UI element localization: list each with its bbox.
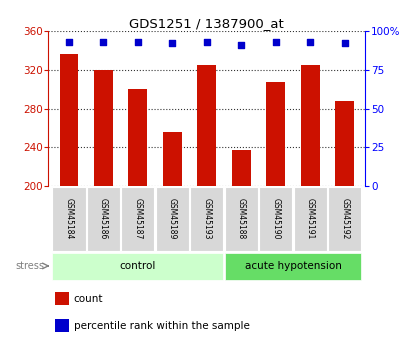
Text: GSM45188: GSM45188 bbox=[237, 198, 246, 240]
Text: GSM45187: GSM45187 bbox=[134, 198, 142, 240]
Text: GSM45184: GSM45184 bbox=[65, 198, 73, 240]
Bar bbox=[60, 54, 79, 186]
FancyBboxPatch shape bbox=[121, 187, 155, 251]
Point bbox=[307, 39, 314, 45]
Bar bbox=[94, 70, 113, 186]
Point bbox=[204, 39, 210, 45]
FancyBboxPatch shape bbox=[225, 187, 258, 251]
FancyBboxPatch shape bbox=[259, 187, 292, 251]
Bar bbox=[232, 150, 251, 186]
Bar bbox=[55, 319, 69, 333]
FancyBboxPatch shape bbox=[87, 187, 120, 251]
Point bbox=[169, 41, 176, 46]
Title: GDS1251 / 1387900_at: GDS1251 / 1387900_at bbox=[129, 17, 284, 30]
Bar bbox=[55, 292, 69, 305]
Text: stress: stress bbox=[15, 261, 44, 271]
Point bbox=[66, 39, 72, 45]
Text: GSM45186: GSM45186 bbox=[99, 198, 108, 240]
FancyBboxPatch shape bbox=[294, 187, 327, 251]
Text: acute hypotension: acute hypotension bbox=[244, 261, 341, 271]
Point bbox=[134, 39, 141, 45]
Text: GSM45192: GSM45192 bbox=[340, 198, 349, 240]
Point bbox=[238, 42, 245, 48]
Bar bbox=[197, 65, 216, 186]
Point bbox=[273, 39, 279, 45]
FancyBboxPatch shape bbox=[52, 187, 86, 251]
Point bbox=[341, 41, 348, 46]
Text: percentile rank within the sample: percentile rank within the sample bbox=[74, 322, 249, 332]
Text: GSM45190: GSM45190 bbox=[271, 198, 280, 240]
Bar bbox=[129, 89, 147, 186]
Text: GSM45189: GSM45189 bbox=[168, 198, 177, 240]
Text: control: control bbox=[120, 261, 156, 271]
Bar bbox=[266, 81, 285, 186]
Bar bbox=[301, 65, 320, 186]
FancyBboxPatch shape bbox=[328, 187, 361, 251]
FancyBboxPatch shape bbox=[190, 187, 223, 251]
Text: GSM45191: GSM45191 bbox=[306, 198, 315, 240]
FancyBboxPatch shape bbox=[156, 187, 189, 251]
Bar bbox=[335, 101, 354, 186]
FancyBboxPatch shape bbox=[225, 253, 361, 280]
Bar bbox=[163, 132, 182, 186]
Text: count: count bbox=[74, 294, 103, 304]
Text: GSM45193: GSM45193 bbox=[202, 198, 211, 240]
FancyBboxPatch shape bbox=[52, 253, 223, 280]
Point bbox=[100, 39, 107, 45]
